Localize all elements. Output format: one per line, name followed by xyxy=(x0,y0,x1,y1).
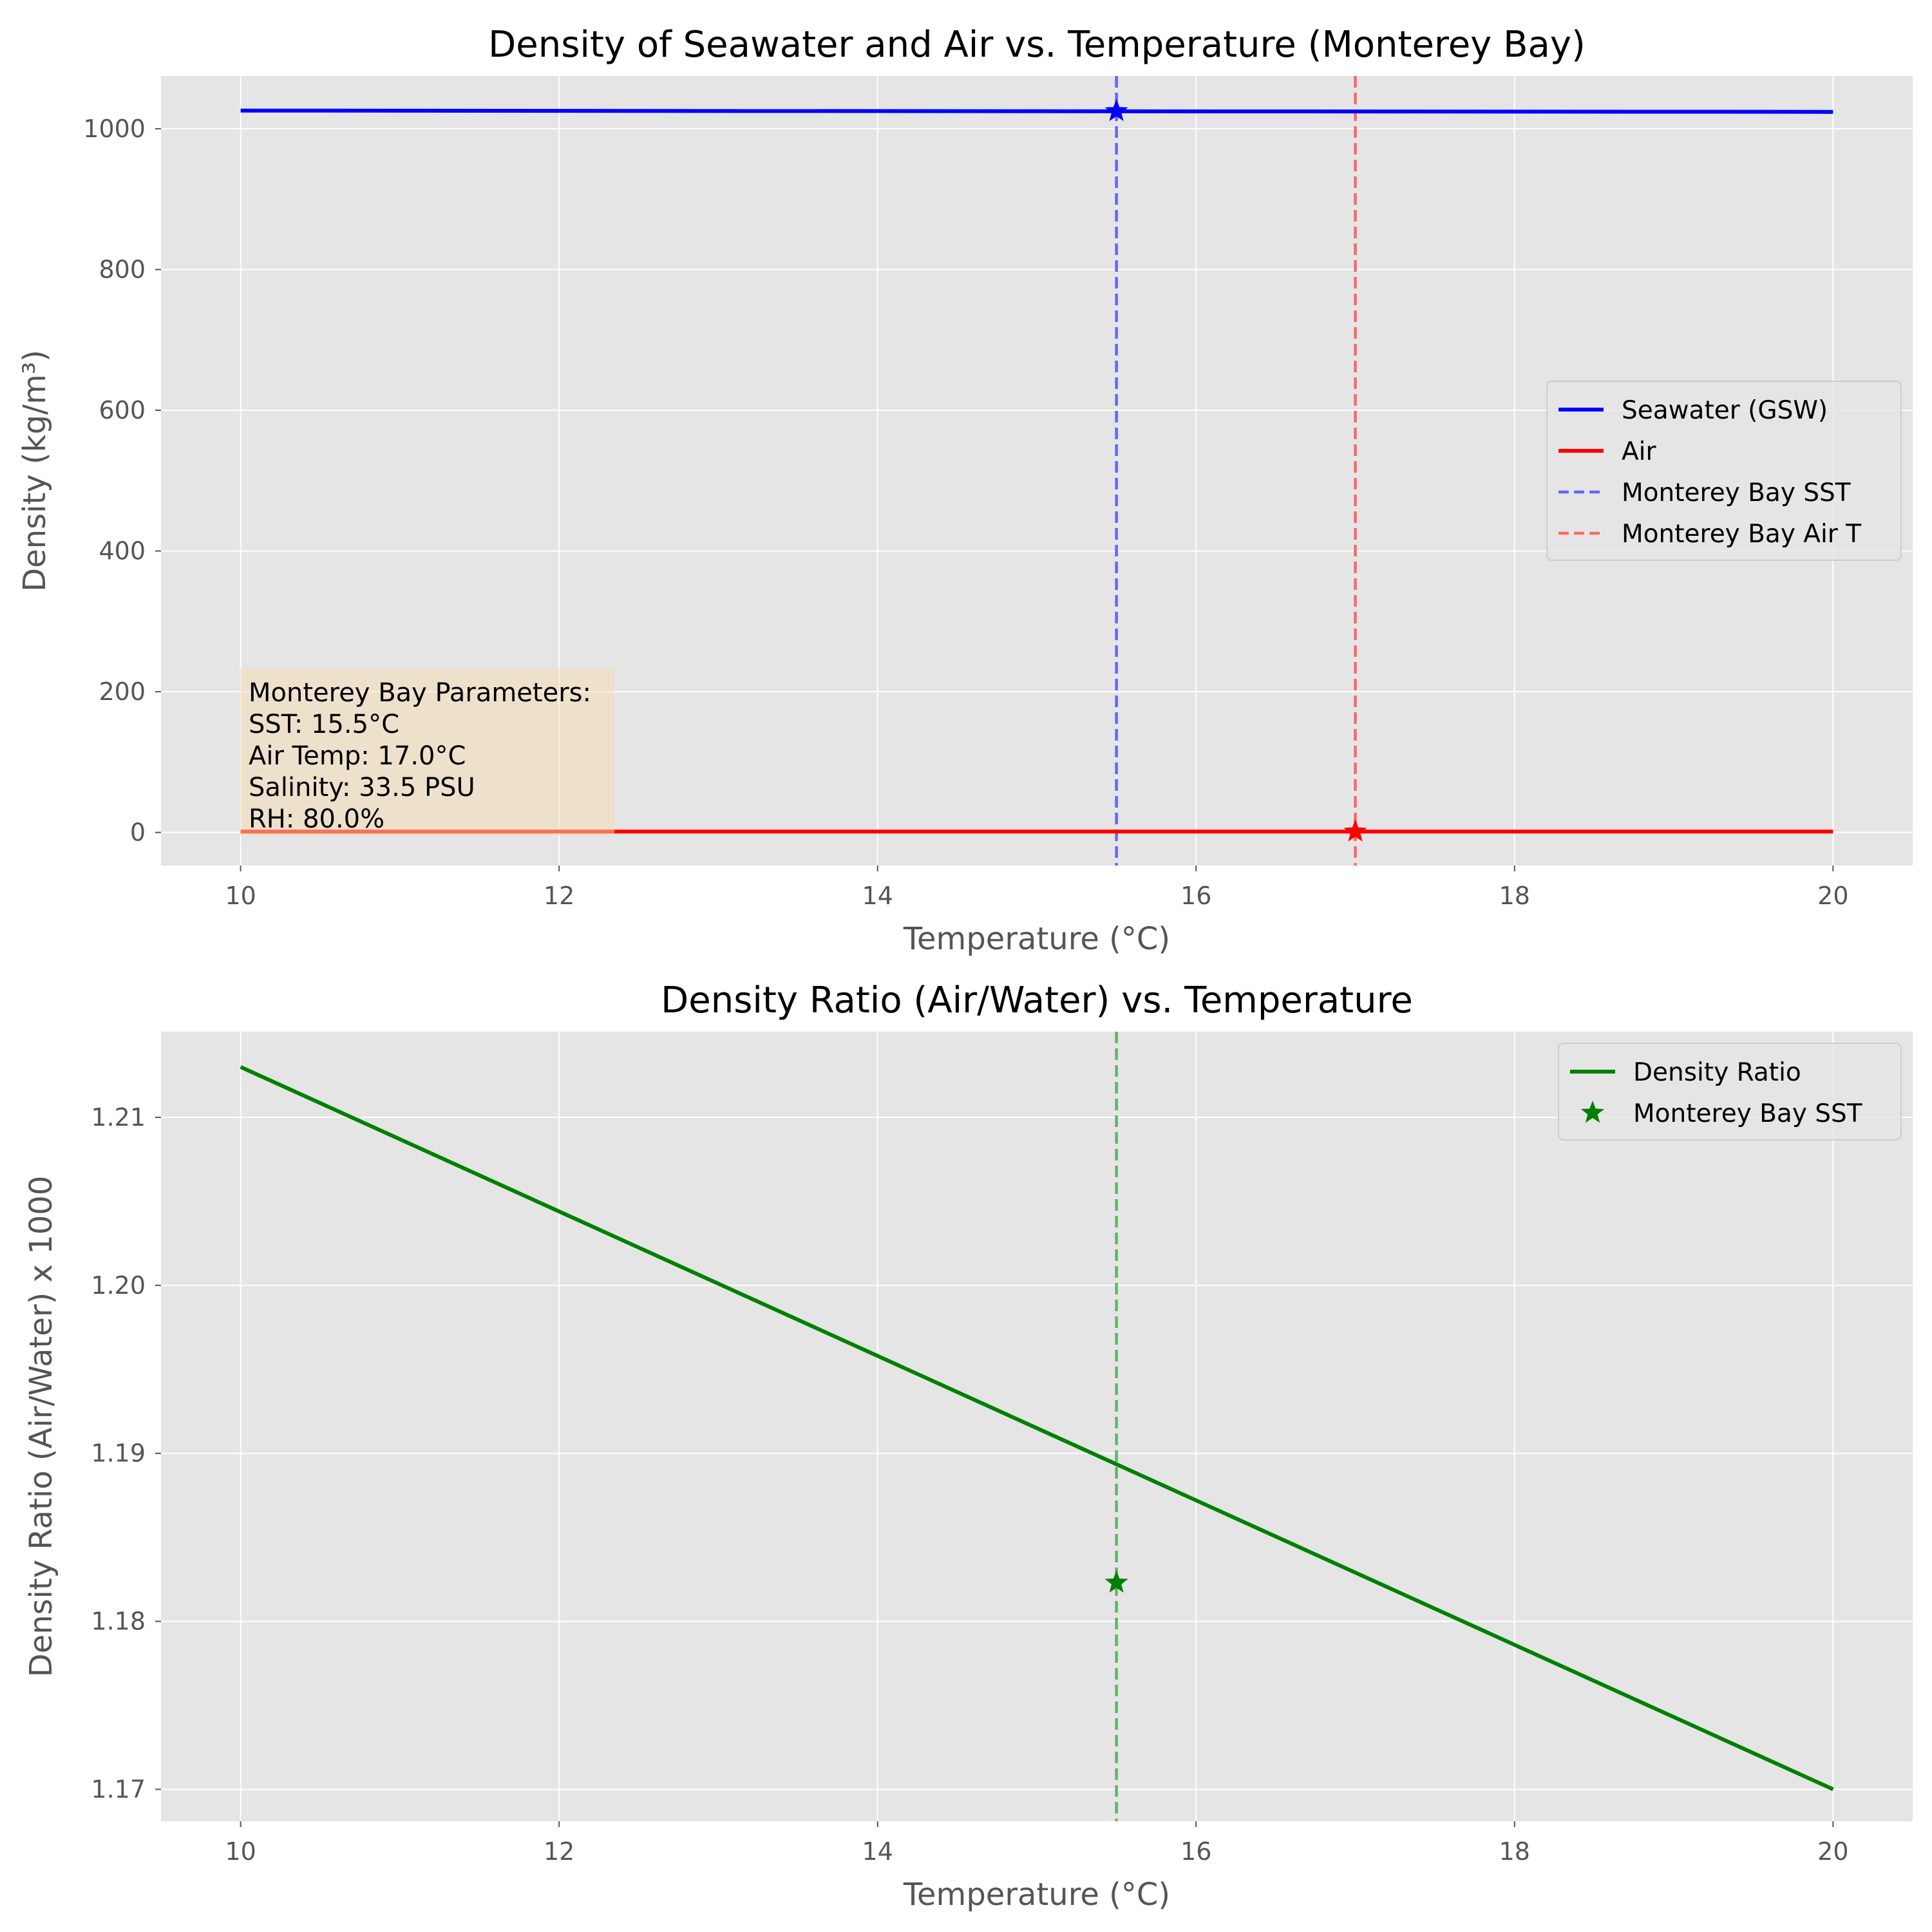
x-tick-label: 20 xyxy=(1817,1837,1848,1866)
annotation-background xyxy=(240,668,614,836)
x-tick-label: 14 xyxy=(862,1837,893,1866)
legend-label: Seawater (GSW) xyxy=(1622,396,1828,425)
y-tick-label: 400 xyxy=(99,537,146,565)
ratio-gridlines xyxy=(161,1032,1913,1821)
density-y-axis-label: Density (kg/m³) xyxy=(17,350,53,592)
ratio-chart-title: Density Ratio (Air/Water) vs. Temperatur… xyxy=(661,980,1413,1021)
y-tick-label: 1.17 xyxy=(91,1775,146,1803)
ratio-legend-box xyxy=(1558,1043,1902,1141)
y-tick-label: 200 xyxy=(99,677,146,706)
y-tick-label: 1.20 xyxy=(91,1271,146,1300)
density-star-marker xyxy=(1104,99,1128,121)
x-tick-label: 20 xyxy=(1817,882,1848,910)
monterey-bay-sst-star-marker xyxy=(1104,1570,1128,1593)
x-tick-label: 16 xyxy=(1180,1837,1211,1866)
density-star-marker xyxy=(1343,819,1367,842)
y-tick-label: 1000 xyxy=(83,115,146,143)
y-tick-label: 800 xyxy=(99,255,146,283)
x-tick-label: 18 xyxy=(1499,1837,1530,1866)
x-tick-label: 14 xyxy=(862,882,893,910)
ratio-marks xyxy=(240,1032,1834,1821)
ratio-y-axis-label: Density Ratio (Air/Water) x 1000 xyxy=(23,1176,59,1678)
parameters-annotation-box: Monterey Bay Parameters: SST: 15.5°C Air… xyxy=(240,668,614,836)
annotation-line: RH: 80.0% xyxy=(249,804,384,834)
x-tick-label: 18 xyxy=(1499,882,1530,910)
annotation-line: SST: 15.5°C xyxy=(249,710,399,739)
ratio-ticks: 10 12 14 16 18 20 1.17 1.18 1.19 1.20 1.21 xyxy=(91,1103,1848,1866)
annotation-line: Salinity: 33.5 PSU xyxy=(249,773,475,802)
density-legend: Seawater (GSW) Air Monterey Bay SST Montere… xyxy=(1546,381,1902,561)
x-tick-label: 10 xyxy=(225,882,256,910)
y-tick-label: 600 xyxy=(99,396,146,424)
ratio-chart: 10 12 14 16 18 20 1.17 1.18 1.19 1.20 1.21 Density… xyxy=(23,980,1913,1913)
y-tick-label: 1.19 xyxy=(91,1439,146,1468)
annotation-line: Air Temp: 17.0°C xyxy=(249,741,466,771)
x-tick-label: 16 xyxy=(1180,882,1211,910)
density-legend-box xyxy=(1546,381,1902,561)
legend-label: Monterey Bay Air T xyxy=(1622,520,1861,549)
density-chart-title: Density of Seawater and Air vs. Temperat… xyxy=(488,24,1586,66)
annotation-line: Monterey Bay Parameters: xyxy=(249,678,591,708)
x-tick-label: 10 xyxy=(225,1837,256,1866)
y-tick-label: 1.18 xyxy=(91,1607,146,1636)
y-tick-label: 1.21 xyxy=(91,1103,146,1132)
ratio-legend: Density Ratio Monterey Bay SST xyxy=(1558,1043,1902,1141)
x-tick-label: 12 xyxy=(544,882,574,910)
density-x-axis-label: Temperature (°C) xyxy=(903,921,1170,957)
legend-label: Monterey Bay SST xyxy=(1633,1099,1862,1128)
legend-label: Density Ratio xyxy=(1633,1058,1801,1087)
legend-swatch xyxy=(1580,1101,1605,1123)
density-ratio-line xyxy=(240,1065,1834,1792)
seawater-gsw-line xyxy=(240,108,1833,114)
x-tick-label: 12 xyxy=(544,1837,574,1866)
legend-label: Monterey Bay SST xyxy=(1622,478,1851,507)
ratio-x-axis-label: Temperature (°C) xyxy=(903,1877,1170,1913)
y-tick-label: 0 xyxy=(130,819,146,847)
legend-label: Air xyxy=(1622,437,1657,466)
